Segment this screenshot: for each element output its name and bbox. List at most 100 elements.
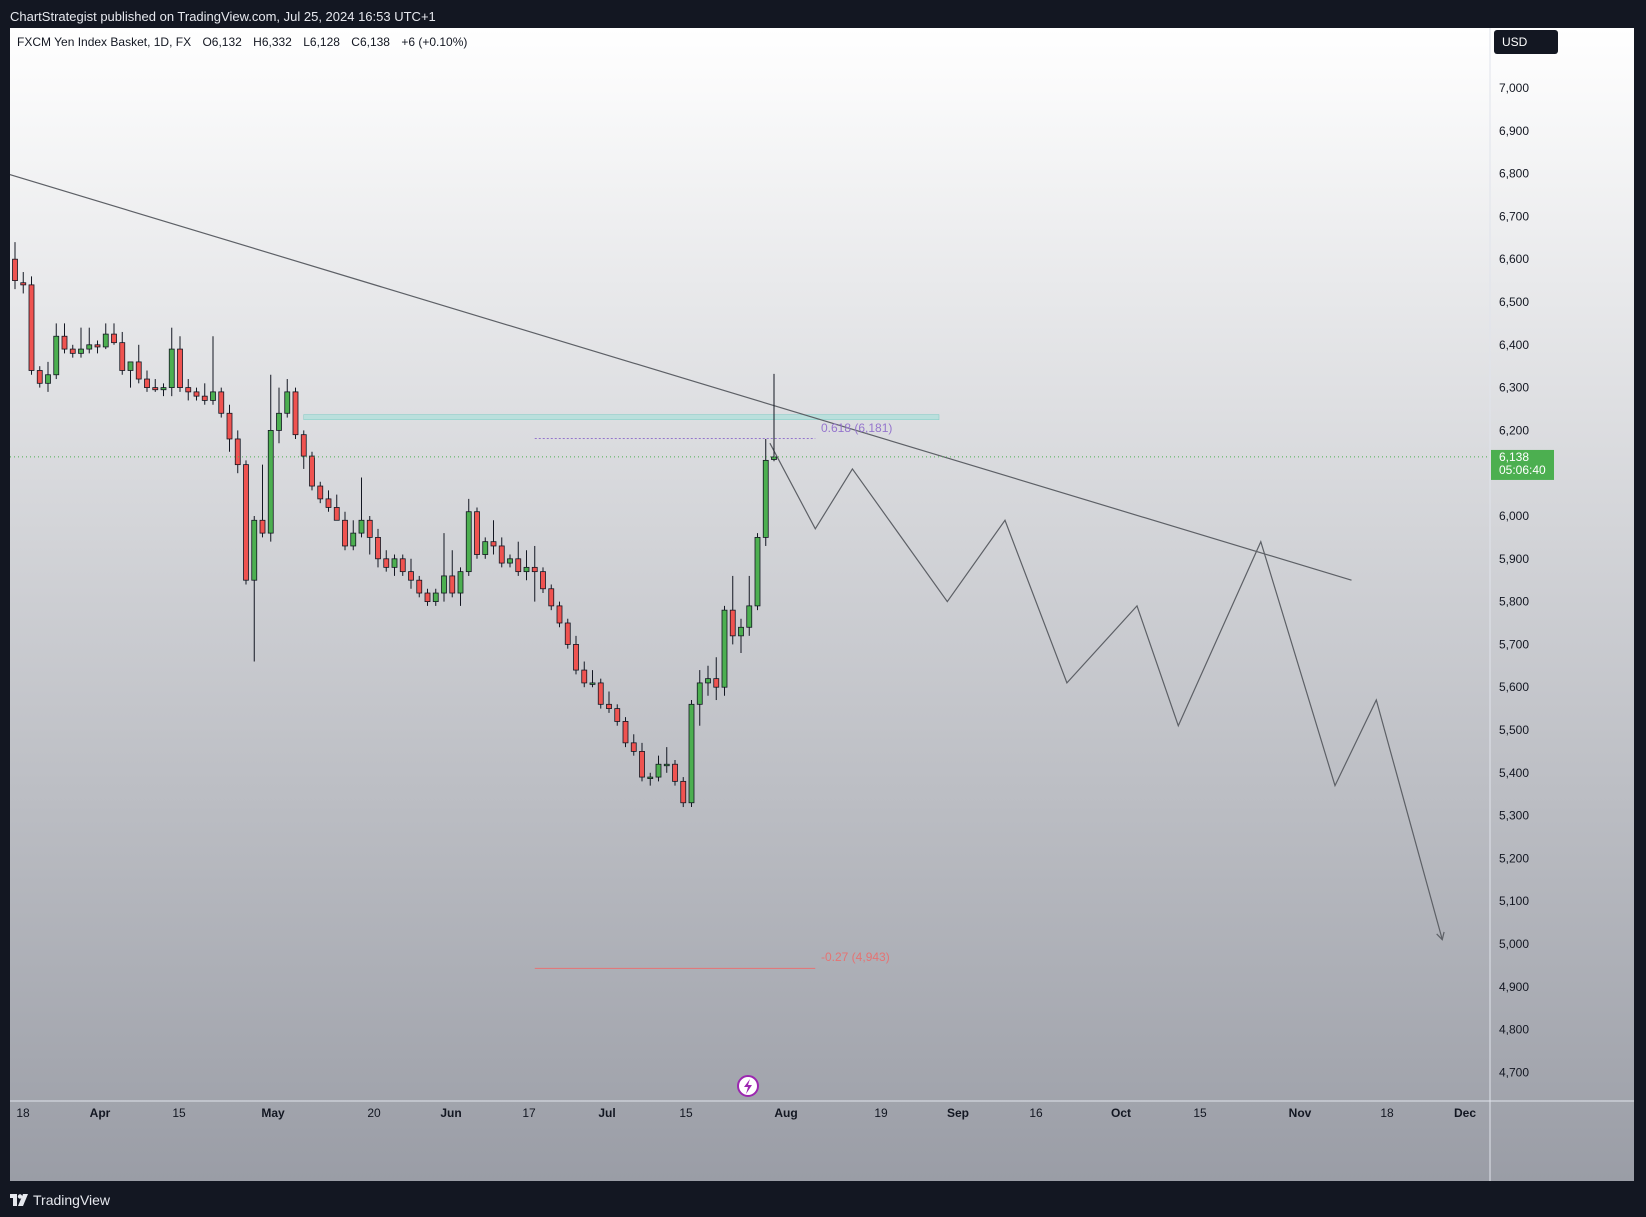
candle (78, 327, 84, 358)
candle (655, 755, 662, 782)
candle-body (663, 763, 670, 767)
bar-countdown: 05:06:40 (1499, 463, 1546, 477)
candle (589, 670, 596, 688)
candle-body (267, 429, 274, 534)
price-axis-label: 5,400 (1499, 766, 1529, 780)
price-axis-label: 7,000 (1499, 81, 1529, 95)
candle-body (614, 708, 621, 722)
time-axis-label: 15 (679, 1106, 693, 1120)
candle-body (20, 282, 27, 286)
candle-body (589, 682, 596, 685)
chart-background (10, 28, 1634, 1181)
candle (647, 772, 654, 786)
candle (721, 605, 728, 696)
candle-body (515, 558, 522, 573)
lightning-icon-bolt[interactable] (744, 1079, 752, 1094)
price-axis-label: 6,400 (1499, 338, 1529, 352)
legend-open-label: O (202, 35, 211, 49)
candle (762, 438, 769, 546)
time-axis-label: 18 (16, 1106, 30, 1120)
candle-body (86, 344, 93, 350)
candle (12, 242, 18, 290)
currency-button-label[interactable]: USD (1502, 35, 1528, 49)
time-axis-label: Oct (1111, 1106, 1131, 1120)
fib-upper-label: 0.618 (6,181) (821, 421, 892, 435)
symbol-legend: FXCM Yen Index Basket, 1D, FX O6,132 H6,… (17, 35, 467, 49)
candle-body (639, 751, 645, 778)
candle-body (573, 644, 579, 671)
candle (218, 387, 225, 418)
last-price-tag: 6,138 05:06:40 (1491, 449, 1554, 480)
candle-body (449, 575, 456, 594)
candle-body (201, 395, 208, 401)
candle-body (647, 776, 654, 779)
time-axis[interactable]: 18 Apr 15 May 20 Jun 17 Jul 15 Aug 19 Sep 16 Oct 15 Nov… (16, 1106, 1476, 1120)
candle-body (408, 571, 414, 581)
candle (424, 588, 431, 606)
candle (457, 567, 464, 606)
candle (663, 747, 670, 773)
currency-button-bg[interactable] (1494, 30, 1558, 54)
candle (416, 575, 423, 598)
candle (366, 516, 373, 555)
candle-body (36, 370, 43, 384)
time-axis-label: 16 (1029, 1106, 1043, 1120)
candle (713, 657, 720, 701)
candle (325, 490, 332, 512)
candle-body (564, 622, 571, 645)
last-price-value: 6,138 (1499, 450, 1529, 464)
legend-low-value: 6,128 (310, 35, 340, 49)
candle-body (754, 536, 761, 607)
price-chart[interactable]: 0.618 (6,181) -0.27 (4,943) FXCM Yen Ind… (10, 28, 1634, 1181)
candle-body (210, 391, 216, 401)
footer-bar: TradingView (0, 1181, 1646, 1217)
candle (630, 734, 637, 756)
candle-body (548, 588, 555, 607)
candle-body (375, 536, 381, 560)
price-axis[interactable]: 7,000 6,900 6,800 6,700 6,600 6,500 6,400 6,300… (1499, 81, 1529, 1079)
tradingview-logo-icon[interactable] (10, 1194, 28, 1206)
candle (680, 777, 687, 808)
candle (738, 618, 744, 653)
candle-body (383, 558, 390, 568)
candle-body (284, 391, 291, 414)
candle (251, 516, 258, 662)
chart-frame[interactable]: 0.618 (6,181) -0.27 (4,943) FXCM Yen Ind… (10, 28, 1634, 1181)
candle-body (738, 626, 744, 637)
time-axis-label: 17 (522, 1106, 536, 1120)
candle (102, 323, 109, 350)
candle (276, 387, 282, 444)
candle-body (597, 682, 604, 705)
candle (688, 700, 695, 808)
candle (597, 678, 604, 709)
candle (531, 545, 538, 602)
currency-button[interactable]: USD (1494, 30, 1558, 54)
tradingview-brand-text[interactable]: TradingView (33, 1192, 111, 1208)
candle (144, 370, 150, 392)
candle (696, 670, 703, 726)
price-axis-label: 6,800 (1499, 167, 1529, 181)
candle-body (300, 434, 307, 457)
candle (614, 704, 621, 726)
projection-arrowhead (1436, 931, 1445, 941)
time-axis-label: Sep (947, 1106, 969, 1120)
candle (234, 430, 241, 474)
tradingview-brand[interactable]: TradingView (10, 1192, 110, 1208)
candle-body (12, 258, 18, 281)
legend-close-label: C (351, 35, 360, 49)
candle (193, 387, 200, 401)
candle-body (342, 519, 348, 547)
price-axis-label: 5,300 (1499, 809, 1529, 823)
candle-body (78, 348, 84, 354)
candle-body (259, 519, 266, 534)
candle-body (243, 464, 249, 581)
candle (672, 759, 678, 786)
candle-body (53, 335, 60, 376)
candle-body (630, 742, 637, 752)
candle (375, 528, 381, 568)
candle-body (152, 387, 159, 391)
resistance-zone-layer (303, 414, 940, 420)
candle (564, 618, 571, 649)
candle (36, 366, 43, 388)
lightning-icon[interactable] (737, 1075, 759, 1097)
